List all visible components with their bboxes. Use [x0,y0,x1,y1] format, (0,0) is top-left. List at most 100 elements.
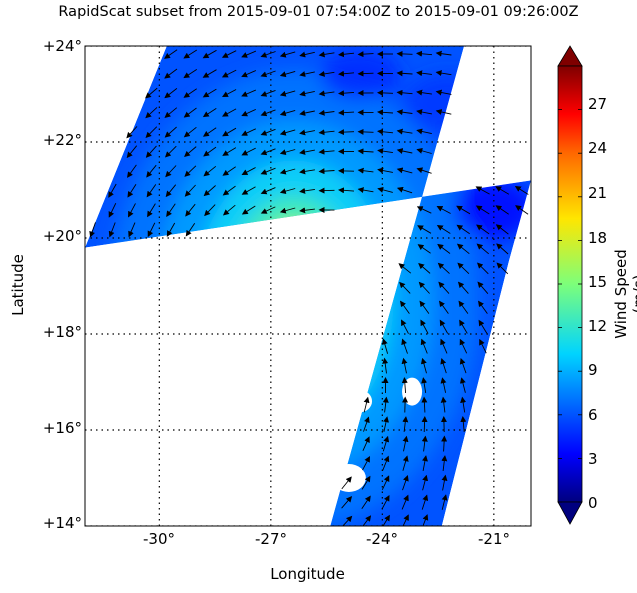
wind-vector-arrow [357,51,374,58]
wind-vector-arrow [381,338,389,354]
wind-vector-arrow [222,185,236,196]
wind-vector-arrow [459,377,466,393]
wind-vector-arrow [421,416,428,433]
wind-vector-arrow [421,377,428,393]
colorbar-tick-label: 0 [588,494,598,512]
wind-vector-arrow [478,300,488,314]
wind-vector-arrow [164,126,177,138]
wind-vector-arrow [128,203,136,218]
wind-vector-arrow [515,205,529,215]
wind-vector-arrow [260,167,276,175]
wind-vector-arrow [479,338,487,354]
wind-vector-arrow [377,186,393,193]
wind-vector-arrow [377,109,394,116]
wind-vector-arrow [241,128,256,136]
wind-vector-arrow [222,127,237,137]
no-data-patch [348,390,373,413]
wind-vector-arrow [221,50,237,58]
wind-vector-arrow [377,89,394,96]
wind-vector-arrow [318,51,335,58]
wind-vector-arrow [318,148,335,155]
wind-vector-arrow [202,127,217,137]
wind-vector-arrow [338,70,355,77]
wind-vector-arrow [260,70,276,78]
wind-vector-arrow [361,495,371,509]
wind-vector-arrow [108,203,117,218]
xtick-label: -27° [255,530,287,548]
wind-vector-arrow [279,90,296,97]
wind-vector-arrow [145,126,158,139]
wind-vector-arrow [185,223,196,237]
wind-vector-arrow [145,87,158,99]
wind-vector-arrow [222,108,237,117]
wind-vector-arrow [108,222,116,238]
wind-vector-arrow [318,168,335,175]
wind-vector-arrow [381,495,390,510]
wind-vector-arrow [421,396,428,413]
wind-vector-arrow [279,188,296,195]
wind-vector-arrow [338,187,355,194]
colorbar-tick-label: 9 [588,361,598,379]
wind-vector-arrow [341,476,352,490]
wind-vector-arrow [222,166,236,176]
wind-vector-arrow [459,319,468,334]
wind-vector-arrow [361,475,371,490]
wind-vector-arrow [357,70,374,77]
wind-vector-arrow [184,165,197,177]
wind-vector-arrow [396,167,413,174]
wind-vector-arrow [400,300,410,314]
wind-vector-arrow [495,224,509,235]
wind-vector-arrow [478,319,488,334]
colorbar-tick-label: 6 [588,406,598,424]
wind-vector-arrow [456,243,470,255]
wind-vector-arrow [475,205,490,215]
wind-vector-arrow [260,187,276,195]
colorbar-tick-label: 27 [588,95,608,113]
colorbar-tick-label: 24 [588,139,608,157]
wind-vector-arrow [184,146,197,158]
colorbar-min-extension [557,501,583,525]
wind-vector-arrow [402,455,409,471]
wind-vector-arrow [318,109,335,116]
wind-vector-arrow [146,184,157,198]
wind-vector-arrow [318,90,335,97]
wind-vector-arrow [401,494,409,510]
wind-vector-arrow [418,262,431,274]
wind-vector-arrow [418,281,430,294]
wind-vector-arrow [260,148,276,156]
wind-vector-arrow [183,126,197,138]
wind-vector-arrow [299,187,315,194]
wind-vector-arrow [422,455,428,471]
wind-vector-arrow [260,128,276,136]
wind-vector-arrow [440,377,447,393]
wind-vector-arrow [438,281,450,294]
wind-vector-arrow [164,68,178,79]
wind-vector-arrow [377,128,394,135]
wind-vector-arrow [382,455,390,471]
wind-vector-arrow [396,186,413,194]
wind-vector-arrow [338,109,355,116]
wind-vector-arrow [241,167,256,175]
wind-vector-arrow [475,186,490,195]
wind-vector-arrow [460,416,467,433]
wind-vector-arrow [299,90,315,97]
colorbar-tick-label: 21 [588,184,608,202]
wind-vector-arrow [299,168,315,175]
wind-vector-arrow [222,204,236,216]
wind-vector-arrow [437,262,450,274]
wind-vector-arrow [416,109,432,115]
colorbar-tick-label: 3 [588,450,598,468]
colorbar-max-extension [557,45,583,67]
wind-vector-arrow [362,515,372,526]
wind-vector-arrow [183,88,197,98]
map-frame [84,45,532,527]
wind-vector-arrow [396,70,413,77]
wind-vector-arrow [241,70,257,78]
wind-vector-arrow [318,129,335,136]
wind-vector-arrow [416,50,433,57]
wind-vector-arrow [362,436,370,451]
wind-vector-arrow [260,89,276,97]
wind-vector-arrow [416,128,432,135]
wind-vector-arrow [126,126,138,139]
